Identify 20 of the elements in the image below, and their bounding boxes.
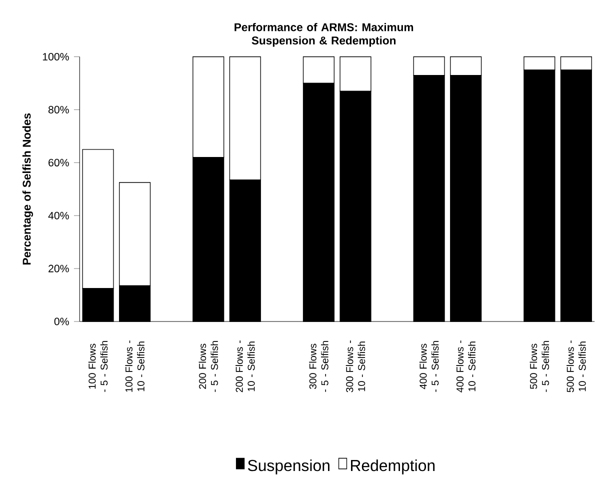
y-tick-label: 40% xyxy=(48,212,69,220)
x-tick-label: 300 Flows - 5 - Selfish xyxy=(309,341,328,392)
x-tick-label: 200 Flows - 5 - Selfish xyxy=(198,341,218,392)
x-tick-label: 400 Flows - 5 - Selfish xyxy=(419,341,439,392)
x-tick-label: 400 Flows - 10 - Selfish xyxy=(456,340,476,393)
x-tick-label: 100 Flows - 10 - Selfish xyxy=(125,340,144,392)
y-tick-label: 0% xyxy=(54,318,69,326)
y-axis-title: Percentage of Selfish Nodes xyxy=(22,114,34,265)
y-tick-label: 20% xyxy=(48,264,69,272)
x-tick-label: 500 Flows - 10 - Selfish xyxy=(566,340,586,392)
legend-label: Redemption xyxy=(351,460,435,474)
chart-title: Performance of ARMS: Maximum Suspension & Redemption xyxy=(234,23,414,47)
x-tick-label: 500 Flows - 5 - Selfish xyxy=(530,341,550,392)
x-tick-label: 100 Flows - 5 - Selfish xyxy=(88,341,108,392)
legend-label: Suspension xyxy=(248,460,330,474)
y-tick-label: 80% xyxy=(48,106,69,114)
y-tick-label: 100% xyxy=(42,53,69,61)
x-tick-label: 200 Flows - 10 - Selfish xyxy=(236,340,255,392)
y-tick-label: 60% xyxy=(48,159,69,167)
x-tick-label: 300 Flows - 10 - Selfish xyxy=(346,340,366,392)
